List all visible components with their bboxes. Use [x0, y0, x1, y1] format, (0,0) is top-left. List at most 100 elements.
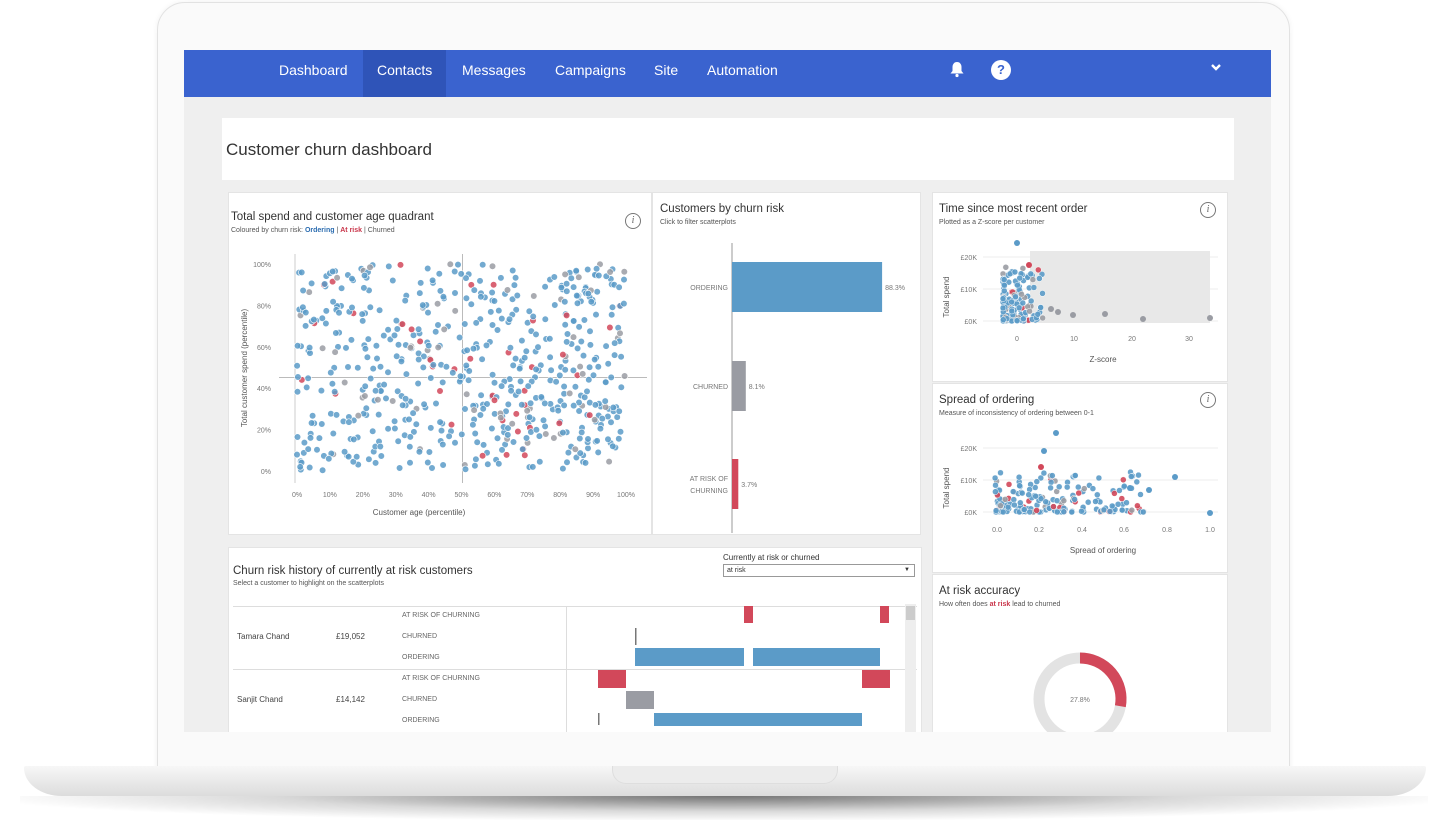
legend-churned[interactable]: Churned — [367, 227, 395, 234]
customer-name[interactable]: Tamara Chand — [237, 632, 290, 641]
recency-panel[interactable]: Time since most recent order Plotted as … — [932, 192, 1228, 382]
nav-contacts[interactable]: Contacts — [363, 50, 447, 97]
scatter-point — [506, 344, 515, 352]
laptop-shadow — [20, 796, 1428, 820]
scatter-point — [1001, 287, 1008, 295]
scatter-point — [493, 326, 502, 334]
scatter-point — [409, 331, 418, 339]
scatter-point — [364, 335, 372, 343]
help-icon[interactable]: ? — [991, 60, 1011, 80]
history-timeline[interactable] — [567, 604, 917, 732]
scatter-point — [1060, 497, 1068, 504]
x-tick-label: 20% — [356, 492, 370, 499]
nav-dashboard[interactable]: Dashboard — [279, 62, 348, 78]
scatter-point — [563, 458, 571, 466]
scatter-point — [1025, 491, 1032, 498]
scatter-point — [488, 288, 496, 297]
y-tick-label: £10K — [961, 287, 978, 294]
x-axis-label: Spread of ordering — [1070, 546, 1136, 555]
timeline-bar-ordering — [753, 648, 880, 666]
scatter-point — [1010, 496, 1018, 503]
scatter-point — [467, 300, 475, 308]
scatter-point — [449, 369, 457, 377]
customer-spend: £14,142 — [336, 695, 365, 704]
chevron-down-icon[interactable] — [1206, 60, 1226, 80]
bell-icon[interactable] — [947, 60, 967, 80]
donut-slice-at-risk — [1079, 652, 1127, 708]
legend-ordering[interactable]: Ordering — [304, 227, 335, 234]
churn-risk-bar-chart[interactable]: 88.3% ORDERING 8.1% CHURNED 3.7% AT RISK OF CH… — [653, 233, 921, 533]
status-ordering: ORDERING — [402, 717, 440, 724]
bar-churned — [732, 361, 746, 411]
scatter-point — [360, 284, 368, 292]
scatter-point — [1092, 498, 1099, 505]
scatter-point — [541, 422, 549, 430]
nav-messages[interactable]: Messages — [462, 62, 526, 78]
scatter-point — [439, 378, 447, 386]
scatter-point — [1033, 507, 1040, 514]
scatter-point — [574, 344, 582, 352]
scatter-point — [1000, 276, 1008, 283]
y-tick-label: £10K — [961, 478, 978, 485]
scatter-point — [532, 365, 540, 373]
nav-campaigns[interactable]: Campaigns — [555, 62, 626, 78]
scatter-point — [436, 418, 444, 426]
scatter-point — [1009, 488, 1017, 495]
scatter-point — [541, 315, 549, 323]
scatter-point — [342, 344, 350, 352]
quadrant-panel[interactable]: Total spend and customer age quadrant Co… — [228, 192, 652, 535]
scatter-point — [318, 344, 327, 352]
x-tick-label: 0 — [1015, 336, 1019, 343]
x-axis-label: Customer age (percentile) — [373, 508, 466, 517]
churn-risk-panel[interactable]: Customers by churn risk Click to filter … — [652, 192, 921, 535]
scatter-point — [321, 280, 329, 288]
scatter-point — [505, 315, 514, 323]
scatter-point — [555, 419, 563, 427]
scatter-point — [300, 439, 308, 447]
status-at-risk: AT RISK OF CHURNING — [402, 612, 480, 619]
nav-site[interactable]: Site — [654, 62, 679, 78]
scatter-point — [529, 463, 537, 471]
scatter-point — [495, 306, 503, 315]
scatter-point — [439, 293, 447, 301]
scatter-point — [367, 374, 375, 383]
customer-name[interactable]: Sanjit Chand — [237, 695, 283, 704]
scatter-point — [1060, 508, 1068, 515]
spread-scatter[interactable]: £20K £10K £0K 0.0 0.2 0.4 0.6 0.8 1.0 Spread of o… — [933, 420, 1229, 570]
scatter-point — [484, 460, 492, 468]
scatter-point — [566, 389, 574, 397]
scatter-point — [575, 323, 583, 331]
x-tick-label: 30% — [389, 492, 403, 499]
scatter-point — [439, 440, 447, 449]
scatter-point — [602, 378, 610, 386]
recency-scatter[interactable]: £20K £10K £0K 0 10 20 30 Z-score Total spend — [933, 229, 1229, 379]
scatter-point — [1146, 487, 1152, 493]
nav-automation[interactable]: Automation — [707, 62, 778, 78]
scatter-point — [302, 308, 310, 317]
scatter-point — [604, 360, 612, 368]
scatter-point — [541, 399, 549, 407]
filter-select[interactable]: at risk ▼ — [723, 564, 915, 577]
legend-at-risk[interactable]: At risk — [340, 227, 363, 234]
scatter-point — [606, 323, 614, 332]
scatter-point — [1070, 312, 1076, 318]
scatter-point — [585, 376, 593, 384]
scatter-point — [488, 321, 497, 329]
scrollbar-thumb — [906, 606, 915, 620]
info-icon[interactable]: i — [1200, 202, 1216, 218]
quadrant-scatter[interactable]: 100% 80% 60% 40% 20% 0% 0% 10% 20% 30% 40% 50% 60% 70… — [229, 233, 649, 533]
scatter-point — [1054, 508, 1061, 516]
scatter-point — [594, 448, 602, 456]
x-tick-label: 70% — [520, 492, 534, 499]
scatter-point — [1013, 317, 1021, 324]
scatter-point — [1026, 262, 1032, 268]
info-icon[interactable]: i — [625, 213, 641, 229]
spread-panel[interactable]: Spread of ordering Measure of inconsiste… — [932, 383, 1228, 573]
scatter-point — [1134, 502, 1141, 510]
history-panel[interactable]: Churn risk history of currently at risk … — [228, 547, 922, 732]
scatter-point — [1018, 290, 1025, 298]
scatter-point — [372, 459, 380, 467]
info-icon[interactable]: i — [1200, 392, 1216, 408]
scatter-point — [456, 372, 465, 380]
laptop-notch — [612, 766, 838, 784]
